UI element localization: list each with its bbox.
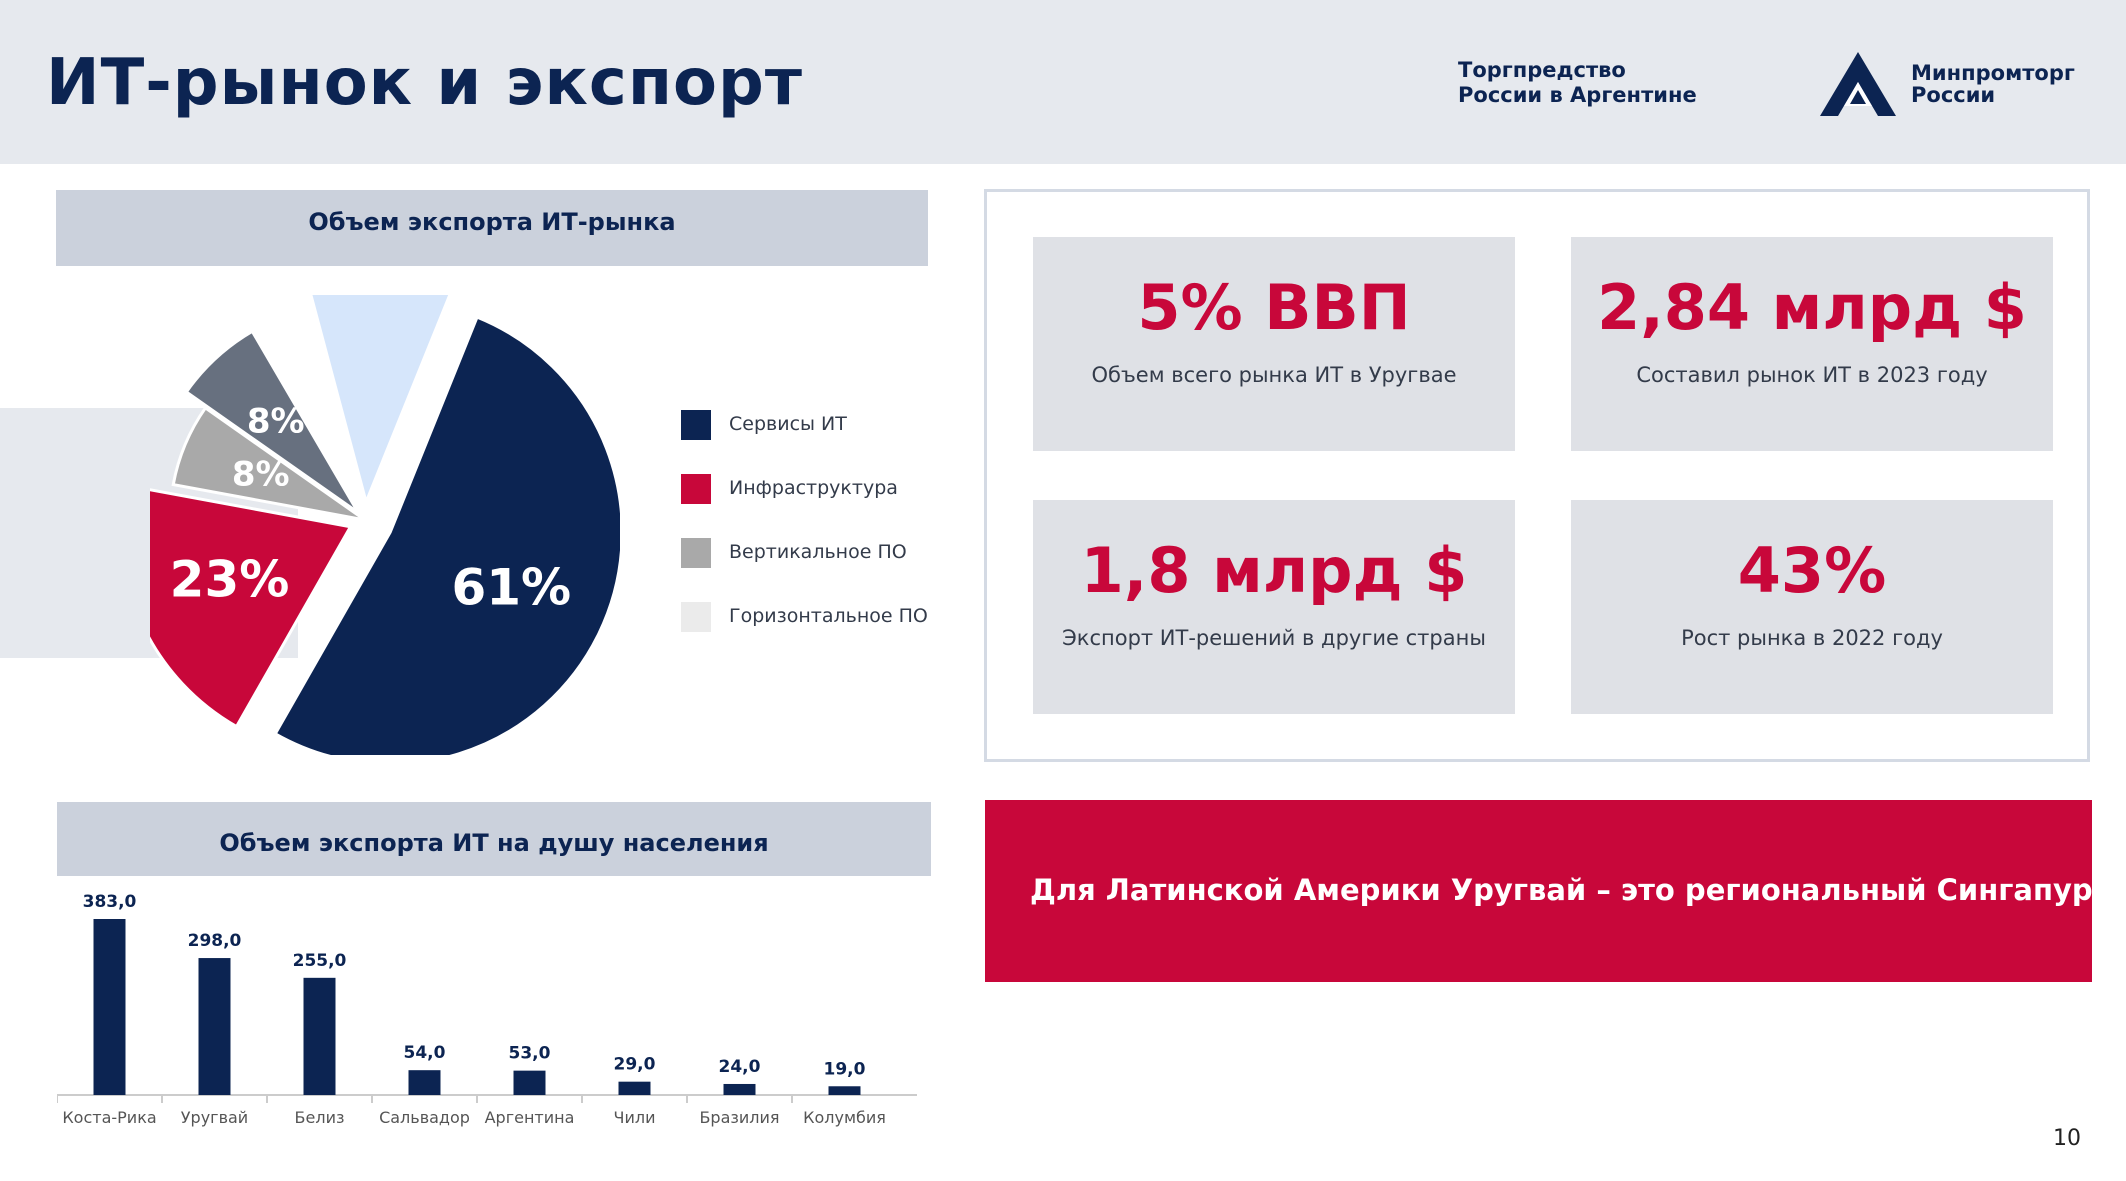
ministry-triangle-logo-icon (1820, 52, 1896, 116)
bar (93, 919, 126, 1095)
bar-category-label: Сальвадор (379, 1108, 470, 1127)
ministry-label: Минпромторг России (1911, 62, 2075, 106)
kpi-value: 1,8 млрд $ (1080, 534, 1468, 607)
bar-category-label: Колумбия (803, 1108, 886, 1127)
per-capita-bar-chart: 383,0 Коста-Рика 298,0 Уругвай 255,0 Белиз 54,… (57, 892, 917, 1127)
legend-swatch (681, 474, 711, 504)
kpi-value: 5% ВВП (1137, 271, 1411, 344)
export-pie-chart: 61% 23% 8% 8% (150, 295, 620, 755)
legend-swatch (681, 538, 711, 568)
legend-label: Вертикальное ПО (729, 541, 907, 563)
bar-category-label: Аргентина (485, 1108, 575, 1127)
pie-slice-label: 8% (247, 402, 305, 442)
bar (303, 977, 336, 1095)
page-title: ИТ-рынок и экспорт (46, 46, 803, 120)
bar (198, 958, 231, 1095)
bar-category-label: Бразилия (699, 1108, 779, 1127)
legend-swatch (681, 602, 711, 632)
trade-office-line1: Торгпредство (1458, 58, 1626, 82)
pie-section-title: Объем экспорта ИТ-рынка (56, 190, 928, 266)
kpi-card-market-size: 2,84 млрд $ Составил рынок ИТ в 2023 год… (1571, 237, 2053, 451)
kpi-description: Экспорт ИТ-решений в другие страны (1062, 626, 1486, 650)
legend-label: Горизонтальное ПО (729, 605, 928, 627)
pie-slice-label: 8% (232, 455, 290, 495)
bar-value-label: 54,0 (404, 1043, 446, 1063)
kpi-value: 2,84 млрд $ (1597, 271, 2027, 344)
kpi-card-gdp-share: 5% ВВП Объем всего рынка ИТ в Уругвае (1033, 237, 1515, 451)
bar (828, 1086, 861, 1095)
kpi-description: Объем всего рынка ИТ в Уругвае (1091, 363, 1457, 387)
bar (723, 1083, 756, 1095)
banner-text: Для Латинской Америки Уругвай – это реги… (1030, 873, 2093, 907)
bar-category-label: Чили (614, 1108, 656, 1127)
kpi-description: Составил рынок ИТ в 2023 году (1636, 363, 1988, 387)
pie-slice (171, 405, 366, 522)
pie-slice-label: 23% (170, 550, 290, 608)
bar (408, 1070, 441, 1095)
pie-slice (309, 295, 452, 507)
legend-swatch (681, 410, 711, 440)
bar-value-label: 53,0 (509, 1044, 551, 1064)
bar-category-label: Белиз (295, 1108, 345, 1127)
legend-label: Инфраструктура (729, 477, 898, 499)
pie-slice (273, 315, 620, 755)
trade-office-label: Торгпредство России в Аргентине (1458, 58, 1697, 108)
bar-value-label: 383,0 (83, 892, 137, 912)
bar (618, 1081, 651, 1095)
pie-slice (184, 329, 360, 514)
pie-slice (277, 353, 367, 521)
bar-category-label: Уругвай (181, 1108, 248, 1127)
bar-section-title: Объем экспорта ИТ на душу населения (57, 802, 931, 876)
kpi-card-growth: 43% Рост рынка в 2022 году (1571, 500, 2053, 714)
ministry-line1: Минпромторг (1911, 61, 2075, 85)
header-band (0, 0, 2126, 164)
bar (513, 1070, 546, 1095)
bar-value-label: 298,0 (188, 931, 242, 951)
ministry-line2: России (1911, 83, 1996, 107)
bar-value-label: 29,0 (614, 1055, 656, 1075)
pie-slice-label: 61% (451, 558, 571, 616)
pie-slice (150, 488, 353, 729)
page-number: 10 (2053, 1126, 2081, 1151)
bar-value-label: 255,0 (293, 951, 347, 971)
bar-value-label: 24,0 (719, 1057, 761, 1077)
kpi-card-export: 1,8 млрд $ Экспорт ИТ-решений в другие с… (1033, 500, 1515, 714)
bar-value-label: 19,0 (824, 1059, 866, 1079)
legend-label: Сервисы ИТ (729, 413, 847, 435)
kpi-description: Рост рынка в 2022 году (1681, 626, 1943, 650)
kpi-value: 43% (1737, 534, 1887, 607)
singapore-banner: Для Латинской Америки Уругвай – это реги… (985, 800, 2093, 982)
trade-office-line2: России в Аргентине (1458, 83, 1697, 107)
bar-category-label: Коста-Рика (62, 1108, 156, 1127)
